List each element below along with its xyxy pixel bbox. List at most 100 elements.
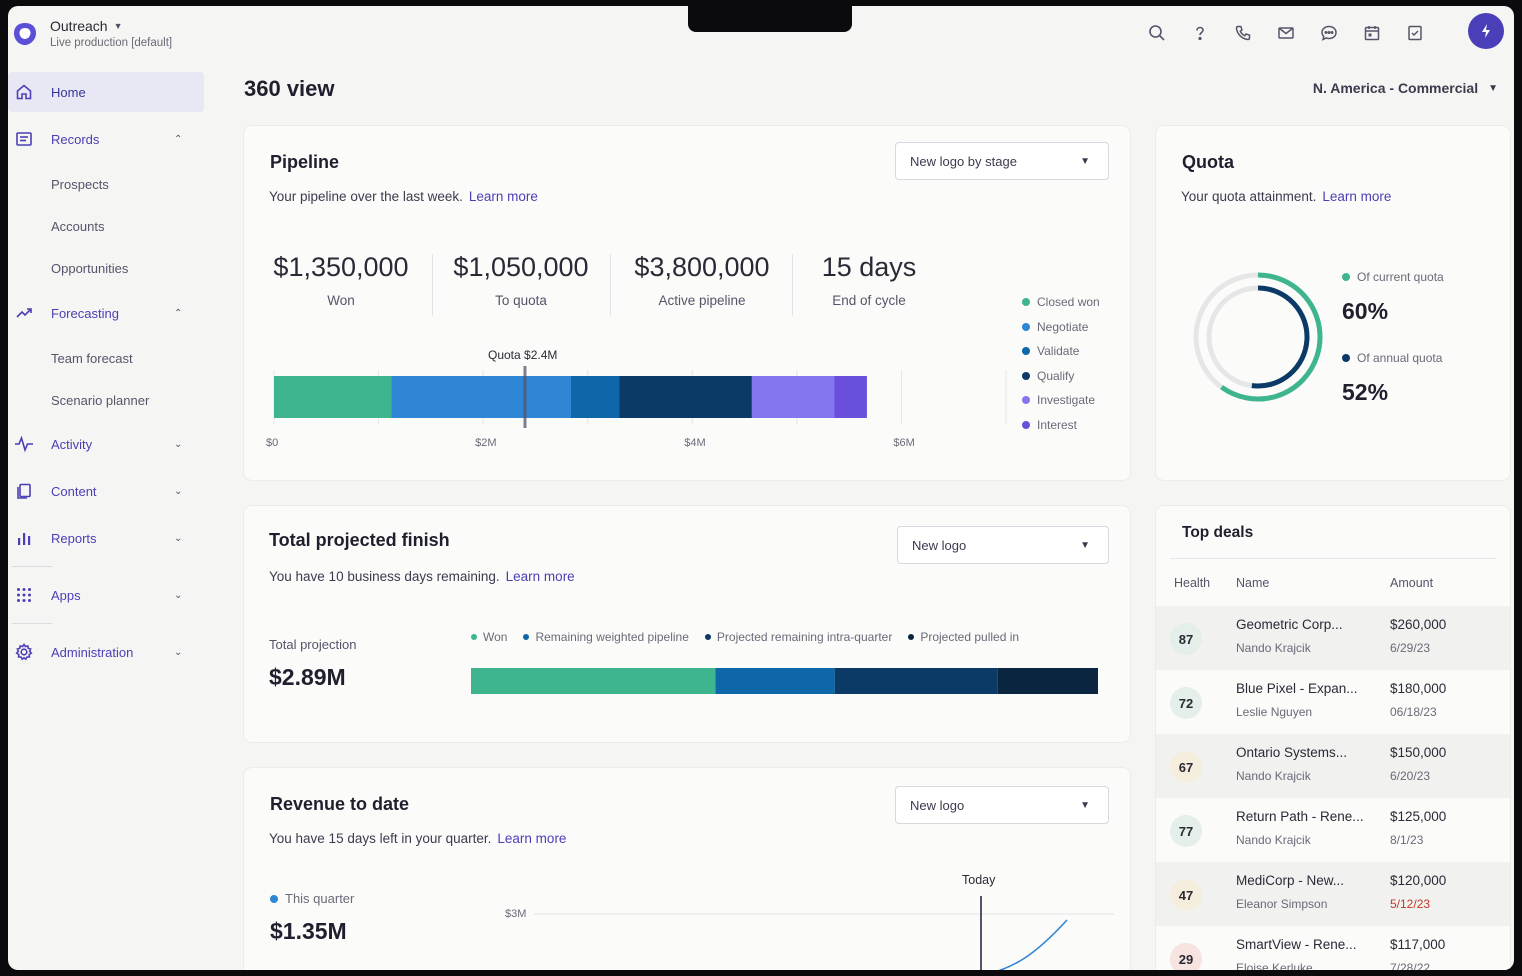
projected-view-select[interactable]: New logo ▼	[897, 526, 1109, 564]
top-deals-card: Top deals Health Name Amount 87 Geometric…	[1156, 506, 1510, 970]
caret-down-icon: ▼	[1488, 82, 1498, 94]
legend-label: Won	[483, 630, 508, 644]
legend-dot	[1022, 298, 1030, 307]
stat-value: $1,350,000	[273, 252, 409, 282]
deal-name-link[interactable]: MediCorp - New...	[1236, 873, 1345, 888]
revenue-view-select[interactable]: New logo ▼	[895, 786, 1109, 824]
bar-segment-won[interactable]	[471, 668, 716, 694]
revenue-subtitle: You have 15 days left in your quarter. Le…	[269, 831, 566, 846]
bar-segment-interest[interactable]	[834, 376, 867, 418]
assistant-button[interactable]	[1468, 13, 1504, 49]
region-selector[interactable]: N. America - Commercial ▼	[1313, 80, 1498, 96]
pipeline-view-select[interactable]: New logo by stage ▼	[895, 142, 1109, 180]
sidebar-item-scenario-planner[interactable]: Scenario planner	[51, 392, 150, 408]
deal-amount: $150,000	[1390, 745, 1447, 760]
projected-view-select-value: New logo	[912, 537, 967, 553]
column-header-name[interactable]: Name	[1236, 576, 1270, 590]
page-title: 360 view	[244, 76, 335, 101]
sidebar-item-apps[interactable]: Apps ⌄	[8, 575, 208, 615]
legend-item: Qualify	[1022, 364, 1100, 389]
table-row[interactable]: 77 Return Path - Rene... Nando Krajcik $125…	[1156, 798, 1510, 862]
caret-down-icon: ▼	[1080, 799, 1090, 811]
chevron-down-icon: ⌄	[174, 532, 183, 544]
sidebar-item-label: Forecasting	[51, 305, 119, 321]
sidebar-item-opportunities[interactable]: Opportunities	[51, 260, 129, 276]
deal-name-link[interactable]: SmartView - Rene...	[1236, 937, 1357, 952]
deal-close-date: 6/20/23	[1390, 769, 1431, 783]
deal-amount: $260,000	[1390, 617, 1447, 632]
quota-marker-label: Quota $2.4M	[488, 348, 558, 362]
chat-icon[interactable]	[1318, 22, 1340, 44]
sidebar-item-team-forecast[interactable]: Team forecast	[51, 350, 133, 366]
legend-label: Projected pulled in	[920, 630, 1020, 644]
quota-learn-more-link[interactable]: Learn more	[1322, 189, 1392, 204]
deal-close-date: 5/12/23	[1390, 897, 1431, 911]
pipeline-learn-more-link[interactable]: Learn more	[468, 189, 538, 204]
chevron-down-icon: ⌄	[174, 438, 183, 450]
deal-name-link[interactable]: Return Path - Rene...	[1236, 809, 1364, 824]
help-icon[interactable]	[1189, 22, 1211, 44]
bar-segment-qualify[interactable]	[619, 376, 752, 418]
pipeline-card: Pipeline Your pipeline over the last wee…	[244, 126, 1130, 480]
sidebar-item-accounts[interactable]: Accounts	[51, 218, 105, 234]
mail-icon[interactable]	[1275, 22, 1297, 44]
x-tick-label: $4M	[684, 437, 705, 449]
tasks-icon[interactable]	[1404, 22, 1426, 44]
search-icon[interactable]	[1146, 22, 1168, 44]
table-row[interactable]: 67 Ontario Systems... Nando Krajcik $150,00…	[1156, 734, 1510, 798]
workspace-name: Outreach	[50, 18, 108, 34]
table-row[interactable]: 47 MediCorp - New... Eleanor Simpson $120,0…	[1156, 862, 1510, 926]
legend-dot	[1022, 347, 1030, 356]
sidebar-item-activity[interactable]: Activity ⌄	[8, 424, 208, 464]
calendar-icon[interactable]	[1361, 22, 1383, 44]
sidebar-item-label: Administration	[51, 644, 134, 660]
deal-name-link[interactable]: Geometric Corp...	[1236, 617, 1343, 632]
legend-item: Investigate	[1022, 388, 1100, 413]
projected-learn-more-link[interactable]: Learn more	[505, 569, 575, 584]
legend-label: Validate	[1037, 344, 1080, 359]
stat-divider	[432, 254, 433, 316]
bar-segment-negotiate[interactable]	[391, 376, 571, 418]
annual-quota-value: 52%	[1342, 379, 1389, 405]
gear-icon	[14, 642, 34, 662]
sidebar-item-reports[interactable]: Reports ⌄	[8, 518, 208, 558]
sidebar-item-content[interactable]: Content ⌄	[8, 471, 208, 511]
x-tick-label: $0	[266, 437, 278, 449]
sidebar-item-home[interactable]: Home	[8, 72, 204, 112]
legend-item: Interest	[1022, 413, 1100, 438]
deal-name-link[interactable]: Ontario Systems...	[1236, 745, 1348, 760]
pipeline-legend: Closed won Negotiate Validate Qualify Invest…	[1022, 290, 1100, 437]
table-row[interactable]: 87 Geometric Corp... Nando Krajcik $260,000…	[1156, 606, 1510, 670]
stat-end-of-cycle: 15 days End of cycle	[804, 252, 934, 308]
sidebar-item-administration[interactable]: Administration ⌄	[8, 632, 208, 672]
sidebar-item-records[interactable]: Records ⌃	[8, 119, 208, 159]
workspace-switcher[interactable]: Outreach ▼ Live production [default]	[10, 18, 172, 49]
bar-segment-investigate[interactable]	[751, 376, 835, 418]
bar-segment-projected-remaining-intra-quarter[interactable]	[834, 668, 998, 694]
column-header-health[interactable]: Health	[1174, 576, 1211, 590]
legend-dot	[270, 894, 278, 903]
stat-divider	[610, 254, 611, 316]
deal-amount: $180,000	[1390, 681, 1447, 696]
sidebar-item-forecasting[interactable]: Forecasting ⌃	[8, 293, 208, 333]
legend-dot	[523, 634, 530, 640]
bar-segment-closed-won[interactable]	[274, 376, 392, 418]
divider	[1170, 558, 1496, 559]
revenue-learn-more-link[interactable]: Learn more	[497, 831, 567, 846]
quota-subtitle-text: Your quota attainment.	[1181, 189, 1317, 204]
legend-item: Projected pulled in	[908, 630, 1019, 644]
sidebar-item-prospects[interactable]: Prospects	[51, 176, 109, 192]
bar-segment-validate[interactable]	[570, 376, 620, 418]
deal-name-link[interactable]: Blue Pixel - Expan...	[1236, 681, 1358, 696]
bar-segment-remaining-weighted-pipeline[interactable]	[715, 668, 835, 694]
phone-icon[interactable]	[1232, 22, 1254, 44]
table-row[interactable]: 29 SmartView - Rene... Eloise Kerluke $117,…	[1156, 926, 1510, 970]
quota-attainment-rings	[1193, 272, 1323, 402]
legend-item: Won	[471, 630, 507, 644]
app-window: Outreach ▼ Live production [default]	[8, 6, 1514, 970]
health-score-badge: 72	[1170, 687, 1202, 719]
bar-segment-projected-pulled-in[interactable]	[997, 668, 1098, 694]
column-header-amount[interactable]: Amount	[1390, 576, 1434, 590]
current-quota-ring	[1220, 272, 1323, 402]
table-row[interactable]: 72 Blue Pixel - Expan... Leslie Nguyen $180…	[1156, 670, 1510, 734]
